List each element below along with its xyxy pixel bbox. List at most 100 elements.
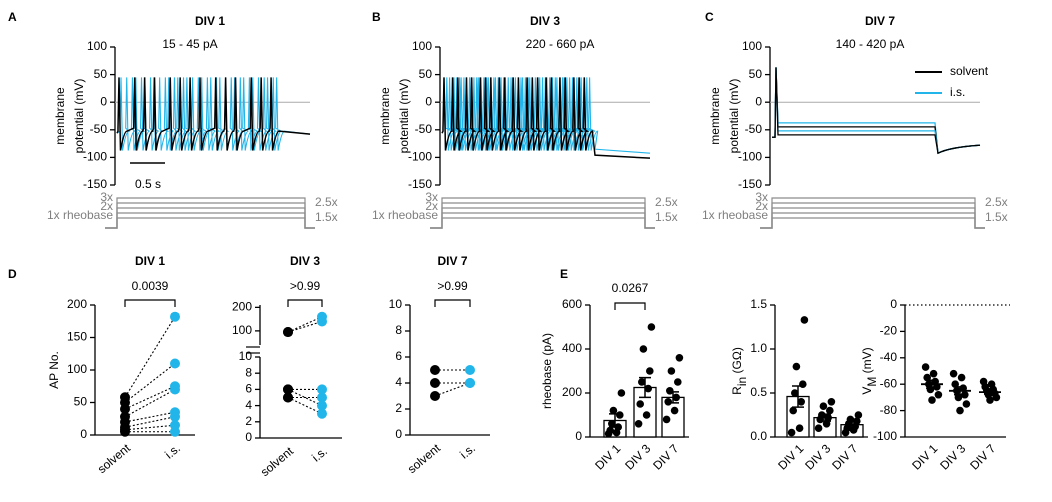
data-point: [667, 367, 676, 375]
data-point: [636, 400, 644, 408]
data-point: [608, 420, 616, 428]
panel-label: B: [372, 10, 381, 24]
y-tick-label: 400: [562, 341, 582, 355]
stimulus-step: [105, 212, 315, 229]
data-point: [789, 406, 797, 415]
stimulus-step: [105, 202, 315, 229]
error-bar: [846, 421, 858, 429]
x-tick-label: solvent: [258, 444, 297, 480]
data-point: [317, 400, 327, 411]
significance-bracket: [124, 299, 176, 307]
chart-title: DIV 1: [135, 254, 165, 268]
data-point: [799, 380, 807, 389]
y-axis-label-rest: (mV): [860, 347, 874, 376]
pair-line: [124, 385, 176, 410]
y-tick-label: 50: [94, 67, 108, 81]
data-point: [609, 406, 618, 415]
data-point: [639, 345, 648, 353]
data-point: [664, 398, 672, 406]
y-tick-label: 8: [245, 365, 252, 379]
data-point: [465, 378, 475, 388]
data-point: [662, 415, 671, 424]
y-tick-label: 0: [100, 94, 107, 108]
panel-label: A: [8, 10, 17, 24]
data-point: [934, 390, 943, 399]
stimulus-label: 1.5x: [655, 210, 678, 224]
error-bar: [609, 413, 621, 428]
data-point: [638, 378, 646, 386]
data-point: [642, 411, 651, 419]
y-tick-label: 100: [742, 39, 762, 53]
data-point: [170, 358, 180, 369]
data-point: [814, 424, 823, 433]
pair-line: [124, 416, 176, 428]
y-tick-label: 2: [245, 414, 252, 428]
stimulus-step: [760, 217, 985, 229]
stimulus-label: 2.5x: [315, 195, 338, 209]
data-point: [674, 378, 682, 386]
y-axis-label-main: R: [730, 386, 744, 395]
data-point: [430, 378, 440, 388]
x-tick-label: DIV 3: [622, 441, 653, 472]
data-point: [430, 391, 440, 401]
y-axis-label: Rin (GΩ): [730, 347, 749, 395]
stimulus-step: [760, 212, 985, 229]
y-axis-label-line: potential (mV): [397, 79, 411, 154]
data-point: [617, 389, 626, 397]
y-tick-label: 0: [890, 297, 897, 311]
y-axis-label: rheobase (pA): [540, 333, 554, 409]
data-point: [795, 424, 804, 433]
y-tick-label: -20: [880, 324, 898, 338]
stimulus-label: 2x: [425, 199, 438, 213]
y-axis-label-sub: in: [735, 377, 749, 386]
y-tick-label: -150: [83, 177, 107, 191]
y-tick-label: 10: [389, 297, 403, 311]
stimulus-label: 1x rheobase: [702, 208, 768, 222]
y-tick-label: 0: [755, 94, 762, 108]
stimulus-step: [430, 217, 655, 229]
y-axis-label: membrane potential (mV): [53, 79, 86, 154]
stimulus-step: [430, 212, 655, 229]
x-tick-label: DIV 7: [829, 441, 860, 472]
data-point: [921, 363, 930, 371]
pair-line: [434, 382, 471, 397]
x-tick-label: solvent: [95, 441, 134, 477]
y-tick-label: 100: [67, 362, 87, 376]
data-point: [430, 365, 440, 375]
y-tick-label: -100: [83, 150, 107, 164]
chart-subtitle: 140 - 420 pA: [836, 37, 905, 51]
data-point: [170, 311, 180, 322]
data-point: [647, 323, 656, 331]
data-point: [787, 428, 796, 437]
stimulus-label: 1.5x: [315, 210, 338, 224]
y-tick-label: 200: [67, 297, 87, 311]
chart-title: DIV 3: [290, 254, 320, 268]
data-point: [616, 411, 624, 419]
chart-title: DIV 1: [195, 14, 225, 28]
y-tick-label: -150: [408, 177, 432, 191]
data-point: [606, 426, 614, 435]
y-tick-label: 4: [395, 375, 402, 389]
data-point: [170, 407, 180, 418]
pair-line: [287, 397, 323, 415]
data-point: [853, 417, 861, 425]
data-point: [283, 327, 293, 338]
annotation: 0.0267: [612, 281, 649, 295]
error-bar: [819, 413, 831, 422]
y-tick-label: -100: [408, 150, 432, 164]
x-tick-label: DIV 1: [909, 441, 940, 472]
data-point: [670, 406, 679, 415]
trace-decoration: [772, 67, 981, 155]
error-bar: [639, 376, 651, 399]
trace-decoration: [441, 77, 651, 159]
pair-line: [124, 363, 176, 403]
y-axis-label-main: V: [860, 387, 874, 395]
stimulus-label: 3x: [425, 190, 438, 204]
significance-bracket: [287, 299, 323, 307]
data-point: [928, 396, 936, 404]
y-axis-label: AP No.: [47, 351, 61, 389]
y-axis-label-line: membrane: [378, 87, 392, 145]
chart-title: DIV 3: [530, 14, 560, 28]
y-tick-label: 150: [67, 330, 87, 344]
